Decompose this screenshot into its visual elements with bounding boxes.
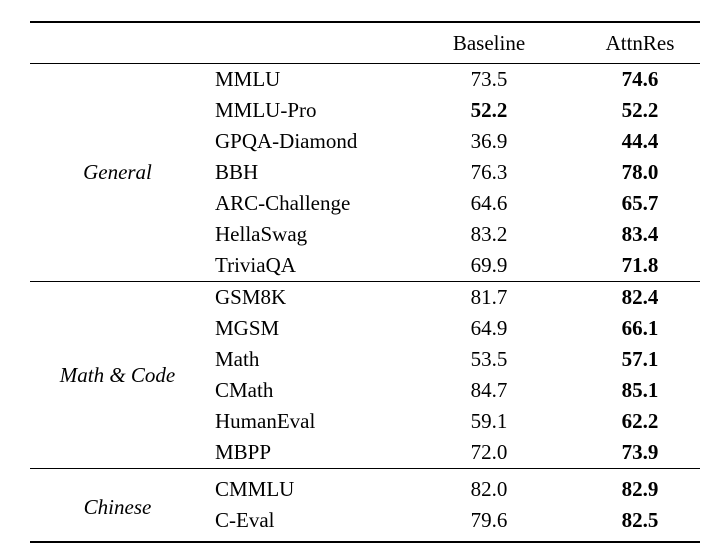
attnres-value: 82.9 bbox=[580, 468, 700, 505]
attnres-value: 82.5 bbox=[621, 508, 659, 532]
attnres-value: 85.1 bbox=[621, 378, 659, 402]
benchmark-name: CMMLU bbox=[205, 468, 398, 505]
benchmark-name: BBH bbox=[215, 160, 259, 184]
table-row: Math & Code GSM8K 81.7 82.4 bbox=[30, 281, 700, 469]
attnres-value: 57.1 bbox=[621, 347, 659, 371]
benchmark-name: HellaSwag bbox=[215, 222, 308, 246]
table-row: HumanEval 59.1 62.2 bbox=[30, 406, 700, 437]
attnres-value: 78.0 bbox=[621, 160, 659, 184]
attnres-value: 62.2 bbox=[621, 409, 659, 433]
baseline-value: 84.7 bbox=[470, 378, 508, 402]
table-row: ARC-Challenge 64.6 65.7 bbox=[30, 188, 700, 219]
baseline-value: 73.5 bbox=[470, 67, 508, 91]
baseline-value: 83.2 bbox=[470, 222, 508, 246]
table-row: MBPP 72.0 73.9 bbox=[30, 437, 700, 469]
baseline-value: 52.2 bbox=[470, 98, 508, 122]
paper-table-region: Baseline AttnRes General MMLU 73.5 74.6 … bbox=[30, 21, 700, 543]
benchmark-name: Math bbox=[215, 347, 260, 371]
benchmark-name: ARC-Challenge bbox=[215, 191, 351, 215]
baseline-value: 64.6 bbox=[470, 191, 508, 215]
attnres-value: 52.2 bbox=[621, 98, 659, 122]
table-row: HellaSwag 83.2 83.4 bbox=[30, 219, 700, 250]
table-row: CMath 84.7 85.1 bbox=[30, 375, 700, 406]
baseline-value: 72.0 bbox=[470, 440, 508, 464]
benchmark-name: TriviaQA bbox=[215, 253, 296, 277]
baseline-value: 69.9 bbox=[470, 253, 508, 277]
header-category-spacer bbox=[30, 22, 205, 64]
benchmark-name: GSM8K bbox=[205, 281, 398, 313]
table-row: C-Eval 79.6 82.5 bbox=[30, 505, 700, 542]
baseline-value: 64.9 bbox=[470, 316, 508, 340]
table-row: GPQA-Diamond 36.9 44.4 bbox=[30, 126, 700, 157]
benchmark-name: CMath bbox=[215, 378, 274, 402]
benchmark-name: C-Eval bbox=[215, 508, 275, 532]
baseline-value: 76.3 bbox=[470, 160, 508, 184]
category-label-general: General bbox=[83, 160, 152, 184]
attnres-value: 83.4 bbox=[621, 222, 659, 246]
table-header: Baseline AttnRes bbox=[30, 22, 700, 64]
baseline-value: 81.7 bbox=[398, 281, 580, 313]
attnres-value: 44.4 bbox=[621, 129, 659, 153]
benchmark-name: MMLU bbox=[215, 67, 281, 91]
attnres-value: 74.6 bbox=[621, 67, 659, 91]
section-general: General MMLU 73.5 74.6 MMLU-Pro 52.2 52.… bbox=[30, 64, 700, 282]
baseline-value: 79.6 bbox=[470, 508, 508, 532]
table-row: General MMLU 73.5 74.6 bbox=[30, 64, 700, 184]
column-header-attnres: AttnRes bbox=[580, 22, 700, 64]
attnres-value: 65.7 bbox=[621, 191, 659, 215]
category-label-math-code: Math & Code bbox=[30, 281, 205, 469]
header-benchmark-spacer bbox=[205, 22, 398, 64]
header-row: Baseline AttnRes bbox=[30, 22, 700, 64]
section-chinese: Chinese CMMLU 82.0 82.9 C-Eval 79.6 82.5 bbox=[30, 468, 700, 542]
baseline-value: 82.0 bbox=[398, 468, 580, 505]
category-label-chinese: Chinese bbox=[30, 468, 205, 542]
table-row: Chinese CMMLU 82.0 82.9 bbox=[30, 468, 700, 542]
attnres-value: 73.9 bbox=[621, 440, 659, 464]
attnres-value: 71.8 bbox=[621, 253, 659, 277]
baseline-value: 36.9 bbox=[470, 129, 508, 153]
table-row: MMLU-Pro 52.2 52.2 bbox=[30, 95, 700, 126]
baseline-value: 53.5 bbox=[470, 347, 508, 371]
attnres-value: 66.1 bbox=[621, 316, 659, 340]
benchmark-name: MBPP bbox=[215, 440, 272, 464]
benchmark-name: MGSM bbox=[215, 316, 280, 340]
section-math-code: Math & Code GSM8K 81.7 82.4 MGSM 64.9 66… bbox=[30, 281, 700, 469]
benchmark-name: HumanEval bbox=[215, 409, 316, 433]
baseline-value: 59.1 bbox=[470, 409, 508, 433]
column-header-baseline: Baseline bbox=[398, 22, 580, 64]
benchmark-results-table: Baseline AttnRes General MMLU 73.5 74.6 … bbox=[30, 21, 700, 543]
table-row: Math 53.5 57.1 bbox=[30, 344, 700, 375]
attnres-value: 82.4 bbox=[580, 281, 700, 313]
table-row: BBH 76.3 78.0 bbox=[30, 157, 700, 188]
table-row: TriviaQA 69.9 71.8 bbox=[30, 250, 700, 282]
benchmark-name: GPQA-Diamond bbox=[215, 129, 358, 153]
benchmark-name: MMLU-Pro bbox=[215, 98, 317, 122]
table-row: MGSM 64.9 66.1 bbox=[30, 313, 700, 344]
